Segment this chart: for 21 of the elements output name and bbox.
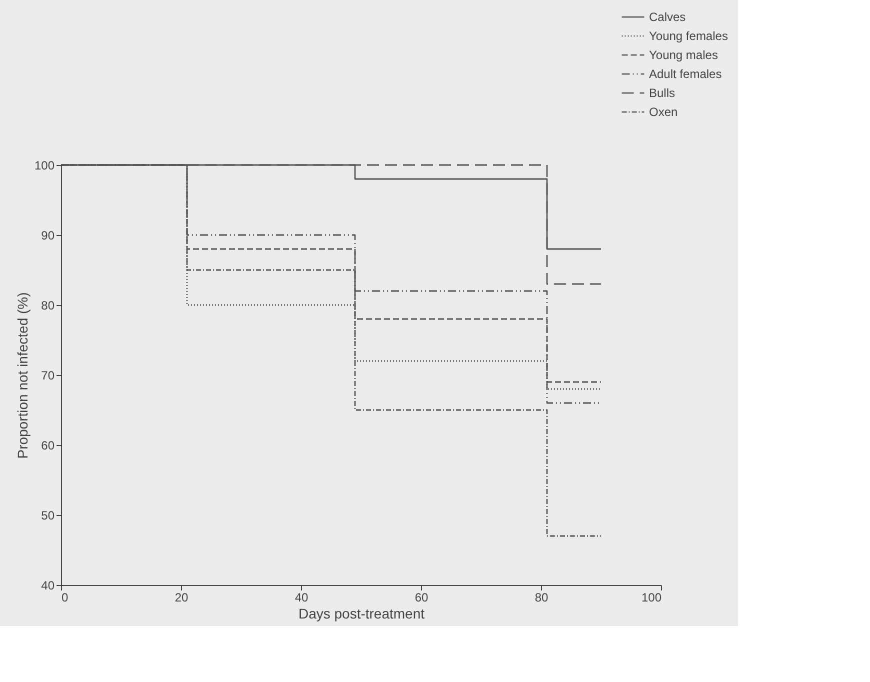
legend-label: Bulls	[649, 86, 676, 100]
legend-label: Adult females	[649, 67, 722, 81]
x-tick-label: 60	[414, 590, 428, 604]
x-tick-label: 0	[62, 590, 68, 604]
y-tick-label: 100	[34, 158, 55, 172]
y-tick-label: 80	[41, 298, 55, 312]
x-tick-label: 80	[534, 590, 548, 604]
legend-label: Calves	[649, 10, 686, 24]
y-tick-label: 60	[41, 438, 55, 452]
legend-label: Young males	[649, 48, 718, 62]
y-axis-title: Proportion not infected (%)	[14, 292, 30, 459]
x-tick-label: 40	[294, 590, 308, 604]
y-tick-label: 50	[41, 508, 55, 522]
x-tick-label: 100	[641, 590, 662, 604]
x-tick-label: 20	[174, 590, 188, 604]
legend-label: Young females	[649, 29, 728, 43]
x-axis-title: Days post-treatment	[298, 606, 425, 622]
legend-label: Oxen	[649, 105, 678, 119]
y-tick-label: 70	[41, 368, 55, 382]
y-tick-label: 90	[41, 228, 55, 242]
y-tick-label: 40	[41, 578, 55, 592]
